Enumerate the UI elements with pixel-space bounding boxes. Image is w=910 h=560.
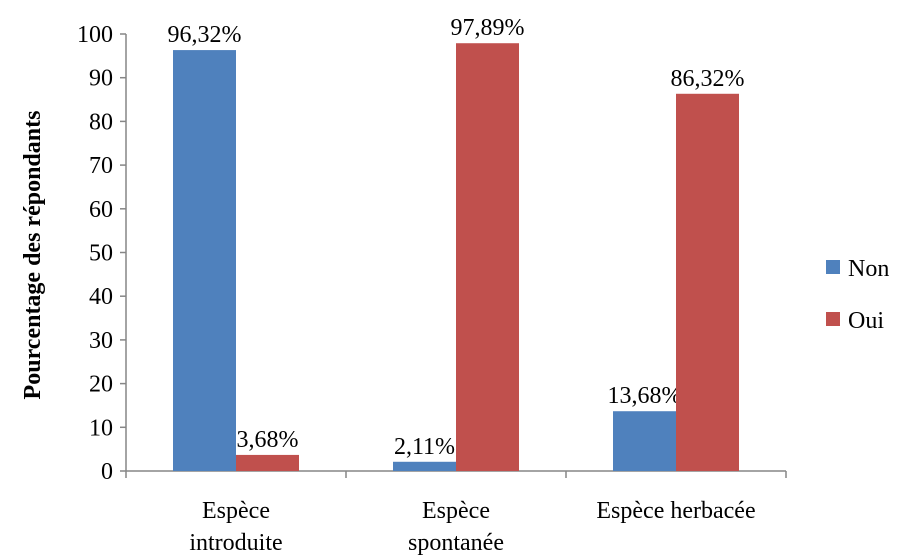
y-tick-label: 90 (89, 66, 113, 92)
data-label: 86,32% (671, 66, 745, 92)
y-tick-label: 0 (101, 459, 113, 485)
category-label: Espèce herbacée (596, 498, 755, 524)
bar-oui (456, 43, 519, 471)
legend-swatch (826, 260, 840, 274)
bar-non (613, 411, 676, 471)
legend-label: Non (848, 256, 889, 282)
bar-oui (676, 93, 739, 471)
y-tick-label: 70 (89, 153, 113, 179)
category-label-line: Espèce herbacée (596, 498, 755, 524)
y-tick-label: 100 (77, 22, 113, 48)
bar-non (173, 50, 236, 471)
bar-oui (236, 454, 299, 471)
y-tick-label: 10 (89, 415, 113, 441)
y-tick-label: 20 (89, 372, 113, 398)
category-label: Espèce introduite (189, 498, 282, 556)
data-label: 96,32% (168, 22, 242, 48)
category-label-line: spontanée (408, 530, 504, 556)
legend: Non Oui (826, 256, 889, 334)
category-label-line: Espèce (202, 498, 270, 524)
y-tick-label: 30 (89, 328, 113, 354)
category-label-line: Espèce (422, 498, 490, 524)
data-label: 97,89% (451, 15, 525, 41)
data-label: 3,68% (237, 427, 299, 453)
legend-label: Oui (848, 308, 884, 334)
y-tick-label: 50 (89, 241, 113, 267)
y-axis-title: Pourcentage des répondants (20, 111, 46, 400)
bar-non (393, 461, 456, 471)
data-label: 2,11% (394, 434, 455, 460)
category-label-line: introduite (189, 530, 282, 556)
data-label: 13,68% (608, 383, 682, 409)
y-tick-label: 60 (89, 197, 113, 223)
legend-swatch (826, 312, 840, 326)
plot-area: 0 10 20 30 40 50 60 70 80 90 100 Espèce introduite 96… (77, 15, 787, 556)
y-tick-label: 80 (89, 109, 113, 135)
y-tick-label: 40 (89, 284, 113, 310)
category-label: Espèce spontanée (408, 498, 504, 556)
